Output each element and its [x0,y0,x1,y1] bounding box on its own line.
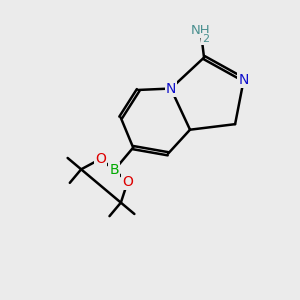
Text: NH: NH [191,24,211,37]
Text: 2: 2 [202,34,209,44]
Text: N: N [166,82,176,95]
Text: B: B [110,163,119,177]
Text: O: O [95,152,106,166]
Text: N: N [238,73,249,87]
Text: O: O [122,175,133,188]
